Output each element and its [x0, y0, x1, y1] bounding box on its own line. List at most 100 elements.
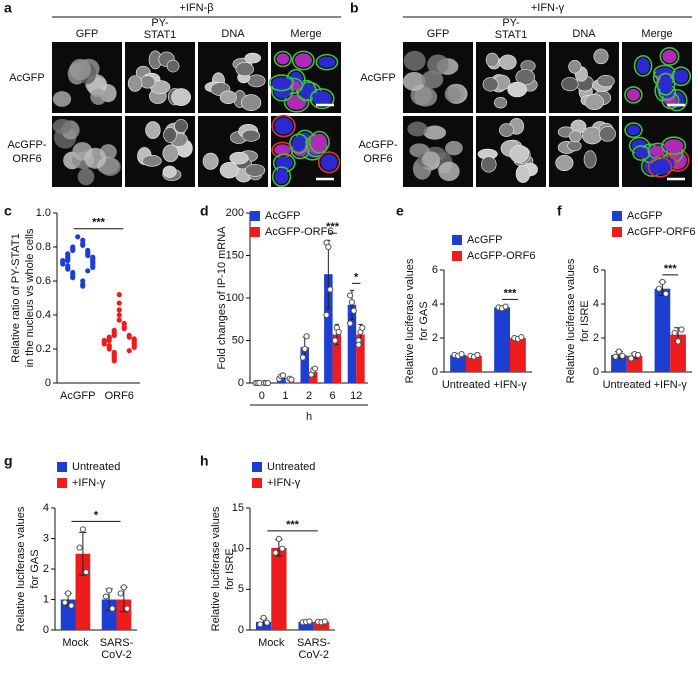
- legend-label: AcGFP: [265, 210, 300, 222]
- y-axis-label: Relative luciferase values: [404, 258, 416, 383]
- column-label: Merge: [290, 28, 321, 40]
- nucleus: [567, 140, 582, 152]
- x-tick-label: +IFN-γ: [493, 379, 527, 391]
- data-point: [619, 352, 626, 359]
- cell: [271, 114, 296, 138]
- bar: [324, 274, 333, 383]
- data-point: [126, 348, 132, 354]
- x-tick-label: 6: [330, 390, 336, 402]
- column-label: STAT1: [495, 29, 528, 41]
- panel-label: e: [396, 203, 404, 219]
- data-point: [260, 614, 267, 621]
- data-point: [288, 376, 295, 383]
- cell: [315, 53, 339, 71]
- cell: [633, 55, 653, 77]
- nucleus: [515, 164, 531, 183]
- nucleus: [597, 75, 615, 88]
- data-point: [346, 292, 354, 299]
- nucleus: [274, 169, 289, 185]
- nucleus: [312, 90, 332, 107]
- cell: [624, 86, 643, 104]
- bar: [300, 347, 309, 383]
- y-axis-label: Relative luciferase values: [210, 506, 222, 631]
- cell: [632, 145, 651, 161]
- data-point: [131, 344, 137, 350]
- cell: [84, 147, 107, 169]
- panel-label: b: [350, 0, 359, 16]
- data-point: [121, 326, 127, 332]
- data-point: [279, 545, 286, 552]
- data-point: [612, 353, 619, 360]
- cell: [447, 84, 466, 103]
- cell: [402, 71, 426, 91]
- panel-label: f: [557, 203, 562, 219]
- data-point: [106, 587, 113, 594]
- column-label: GFP: [76, 28, 99, 40]
- column-label: PY-: [151, 17, 169, 29]
- data-point: [117, 590, 124, 597]
- y-tick-label: 100: [226, 292, 244, 304]
- y-tick-label: 1: [43, 593, 49, 605]
- x-tick-label: SARS-: [297, 637, 331, 649]
- data-point: [325, 243, 332, 251]
- data-point: [70, 275, 76, 281]
- nucleus: [561, 77, 579, 92]
- data-point: [61, 599, 68, 606]
- y-tick-label: 5: [238, 583, 244, 595]
- data-point: [327, 286, 334, 293]
- data-point: [303, 333, 310, 340]
- data-point: [111, 332, 117, 338]
- x-tick-label: SARS-: [100, 637, 134, 649]
- bar: [271, 547, 287, 630]
- column-label: GFP: [427, 28, 450, 40]
- nucleus: [142, 155, 162, 167]
- row-label: ORF6: [363, 153, 392, 165]
- data-point: [109, 605, 116, 612]
- column-label: STAT1: [144, 29, 177, 41]
- data-point: [312, 365, 319, 372]
- y-tick-label: 15: [232, 502, 244, 514]
- data-point: [75, 234, 81, 240]
- nucleus: [244, 52, 261, 64]
- nucleus: [674, 69, 689, 84]
- cell: [317, 151, 341, 174]
- y-tick-label: 4: [43, 502, 49, 514]
- nucleus: [509, 144, 530, 163]
- row-label: AcGFP-: [7, 139, 46, 151]
- y-axis-label: for GAS: [29, 549, 41, 588]
- cell: [403, 50, 426, 71]
- x-axis-label: h: [306, 411, 312, 423]
- y-tick-label: 10: [232, 543, 244, 555]
- x-tick-label: 0: [259, 390, 265, 402]
- column-label: PY-: [502, 17, 520, 29]
- data-point: [359, 324, 366, 331]
- panel-label: h: [200, 453, 209, 469]
- data-point: [120, 584, 127, 591]
- cell: [289, 133, 309, 154]
- data-point: [106, 337, 112, 344]
- bar: [255, 621, 272, 630]
- significance-label: ***: [92, 217, 106, 229]
- nucleus: [482, 77, 499, 92]
- panel-label: g: [4, 453, 13, 469]
- data-point: [124, 605, 131, 612]
- data-point: [335, 328, 342, 336]
- nucleus: [583, 150, 597, 169]
- bar: [466, 355, 482, 372]
- data-point: [65, 258, 71, 264]
- data-point: [60, 261, 66, 267]
- y-tick-label: 4: [432, 298, 438, 310]
- nucleus: [162, 144, 179, 163]
- nucleus: [274, 144, 291, 156]
- legend-swatch: [612, 227, 622, 237]
- cell: [445, 140, 463, 156]
- y-axis-label: for GAS: [418, 301, 430, 340]
- data-point: [102, 593, 109, 600]
- nucleus: [318, 56, 336, 68]
- data-point: [85, 268, 91, 274]
- cell: [422, 151, 441, 168]
- data-point: [655, 285, 663, 292]
- legend-label: AcGFP-ORF6: [467, 250, 535, 262]
- data-point: [70, 247, 76, 253]
- nucleus: [271, 77, 292, 89]
